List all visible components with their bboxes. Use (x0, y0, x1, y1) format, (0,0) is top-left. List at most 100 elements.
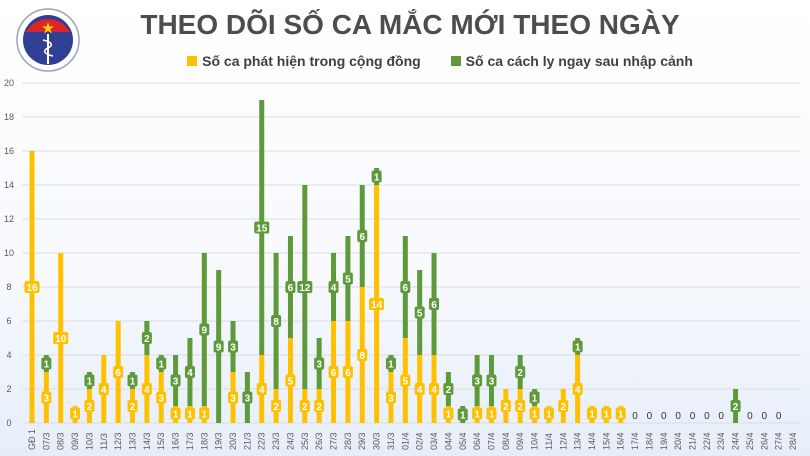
data-label: 4 (101, 385, 107, 396)
data-label: 1 (474, 410, 480, 421)
data-label: 8 (273, 317, 279, 328)
data-label-box (515, 366, 526, 378)
data-label-box (70, 407, 81, 420)
data-label-box (98, 383, 109, 395)
data-label-box (127, 400, 138, 412)
data-label: 5 (345, 275, 351, 286)
data-label-box (53, 332, 69, 344)
x-tick-label: 27/3 (329, 432, 339, 450)
data-label-box (271, 400, 282, 412)
data-label-box (486, 407, 497, 420)
data-label: 1 (618, 410, 624, 421)
x-tick-label: 29/3 (357, 432, 367, 450)
data-label: 1 (158, 360, 164, 371)
data-label: 3 (245, 394, 251, 405)
x-tick-label: 28/3 (343, 432, 353, 450)
chart-title: THEO DÕI SỐ CA MẮC MỚI THEO NGÀY (140, 9, 680, 40)
x-tick-label: 09/4 (515, 432, 525, 450)
data-label: 1 (374, 173, 380, 184)
x-tick-label: 04/4 (443, 432, 453, 450)
data-label: 1 (446, 410, 452, 421)
x-tick-label: 21/3 (242, 432, 252, 450)
x-tick-label: 08/4 (501, 432, 511, 450)
data-label-box (41, 357, 52, 370)
x-tick-label: 28/4 (788, 432, 798, 450)
x-tick-label: 26/3 (314, 432, 324, 450)
data-label: 6 (403, 283, 409, 294)
data-label-box (184, 366, 195, 378)
x-tick-label: 09/3 (70, 432, 80, 450)
data-label: 2 (130, 402, 136, 413)
data-label: 1 (546, 410, 552, 421)
data-label-zero: 0 (661, 411, 667, 422)
data-label-box (543, 407, 554, 420)
legend-label-community: Số ca phát hiện trong cộng đồng (202, 53, 421, 69)
data-label: 1 (489, 410, 495, 421)
data-label: 2 (446, 385, 452, 396)
x-tick-label: 22/3 (257, 432, 267, 450)
data-label-box (84, 400, 95, 412)
data-label: 2 (316, 402, 322, 413)
data-label: 1 (532, 410, 538, 421)
x-tick-label: 17/4 (630, 432, 640, 450)
data-label: 3 (388, 394, 394, 405)
data-label-box (500, 400, 511, 412)
data-label-box (228, 391, 239, 404)
x-tick-label: 25/4 (745, 432, 755, 450)
data-label: 1 (604, 410, 610, 421)
data-label: 3 (173, 377, 179, 388)
data-label-box (385, 357, 396, 370)
x-tick-label: 12/3 (113, 432, 123, 450)
data-label: 3 (474, 377, 480, 388)
data-label: 2 (302, 402, 308, 413)
x-tick-label: 31/3 (386, 432, 396, 450)
data-label-zero: 0 (632, 411, 638, 422)
data-label: 3 (489, 377, 495, 388)
x-tick-label: 11/3 (99, 433, 109, 450)
data-label-box (572, 340, 583, 353)
legend: Số ca phát hiện trong cộng đồng Số ca cá… (0, 53, 810, 69)
data-label: 10 (55, 334, 67, 345)
data-label-zero: 0 (747, 411, 753, 422)
data-label: 2 (517, 402, 523, 413)
legend-swatch-community (187, 56, 198, 66)
x-tick-label: 19/4 (659, 432, 669, 450)
x-tick-label: 10/3 (84, 432, 94, 450)
data-label-box (369, 298, 385, 310)
y-tick-label: 16 (4, 146, 14, 156)
data-label-box (242, 391, 253, 404)
y-tick-label: 6 (6, 316, 11, 326)
data-label: 1 (460, 411, 466, 422)
data-label-box (285, 281, 296, 293)
data-label-box (357, 349, 368, 361)
data-label-box (170, 374, 181, 387)
data-label-box (213, 340, 224, 353)
data-label: 3 (230, 394, 236, 405)
x-tick-label: 16/4 (616, 432, 626, 450)
data-label: 9 (202, 326, 208, 337)
data-label-box (414, 383, 425, 395)
data-label-box (156, 357, 167, 370)
y-tick-label: 8 (6, 282, 11, 292)
data-label-box (357, 230, 368, 242)
data-label: 2 (503, 402, 509, 413)
x-tick-label: 18/3 (199, 432, 209, 450)
x-tick-label: 26/4 (759, 432, 769, 450)
data-label: 2 (517, 368, 523, 379)
x-tick-label: 11/4 (544, 433, 554, 450)
x-tick-label: GĐ 1 (27, 429, 37, 450)
x-tick-label: 21/4 (687, 432, 697, 450)
data-label: 14 (371, 300, 383, 311)
data-label-box (558, 400, 569, 412)
x-tick-label: 10/4 (530, 432, 540, 450)
data-label: 1 (575, 343, 581, 354)
data-label: 4 (144, 385, 150, 396)
data-label-box (472, 374, 483, 387)
x-tick-label: 15/4 (601, 432, 611, 450)
y-tick-label: 2 (6, 384, 11, 394)
data-label-zero: 0 (718, 411, 724, 422)
y-tick-label: 4 (6, 350, 11, 360)
data-label: 2 (144, 334, 150, 345)
x-tick-label: 18/4 (644, 432, 654, 450)
data-label: 1 (532, 394, 538, 405)
